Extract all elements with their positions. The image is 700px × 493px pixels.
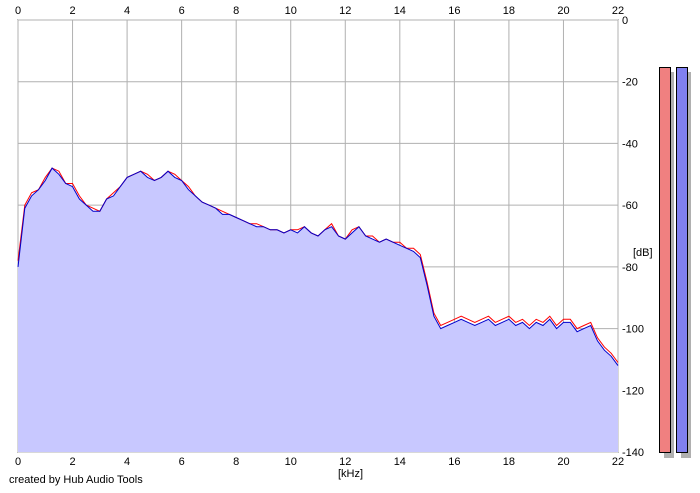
x-axis-label: [kHz]	[338, 468, 364, 480]
x-tick-label-bottom: 12	[339, 456, 351, 468]
y-tick-label: -100	[622, 324, 644, 336]
x-tick-label-top: 22	[612, 5, 624, 17]
y-tick-label: -40	[622, 138, 638, 150]
x-tick-label-top: 0	[15, 5, 21, 17]
series-line-right	[17, 167, 619, 366]
y-tick-label: -60	[622, 200, 638, 212]
y-tick-label: -120	[622, 385, 644, 397]
spectrum-fill-area	[18, 168, 618, 452]
x-tick-label-bottom: 14	[394, 456, 406, 468]
x-tick-label-top: 10	[285, 5, 297, 17]
x-tick-label-top: 14	[394, 5, 406, 17]
y-axis-label: [dB]	[633, 247, 653, 259]
x-tick-label-bottom: 16	[448, 456, 460, 468]
x-tick-label-top: 12	[339, 5, 351, 17]
y-tick-label: -140	[622, 447, 644, 459]
x-tick-label-bottom: 8	[233, 456, 239, 468]
x-tick-label-top: 16	[448, 5, 460, 17]
level-meter-right	[676, 67, 688, 453]
y-tick-label: 0	[622, 15, 628, 27]
x-tick-label-bottom: 6	[179, 456, 185, 468]
x-tick-label-top: 2	[69, 5, 75, 17]
level-meter-left	[659, 67, 671, 453]
x-tick-label-top: 8	[233, 5, 239, 17]
x-tick-label-bottom: 4	[124, 456, 130, 468]
x-tick-label-bottom: 0	[15, 456, 21, 468]
x-tick-label-bottom: 18	[503, 456, 515, 468]
y-tick-label: -20	[622, 77, 638, 89]
x-tick-label-bottom: 22	[612, 456, 624, 468]
axis-ticks: 002244668810101212141416161818202022220-…	[15, 5, 644, 468]
x-tick-label-bottom: 20	[557, 456, 569, 468]
x-tick-label-bottom: 10	[285, 456, 297, 468]
x-tick-label-top: 4	[124, 5, 130, 17]
x-tick-label-top: 6	[179, 5, 185, 17]
y-tick-label: -80	[622, 262, 638, 274]
x-tick-label-top: 18	[503, 5, 515, 17]
credit-text: created by Hub Audio Tools	[9, 474, 143, 486]
x-tick-label-bottom: 2	[69, 456, 75, 468]
x-tick-label-top: 20	[557, 5, 569, 17]
